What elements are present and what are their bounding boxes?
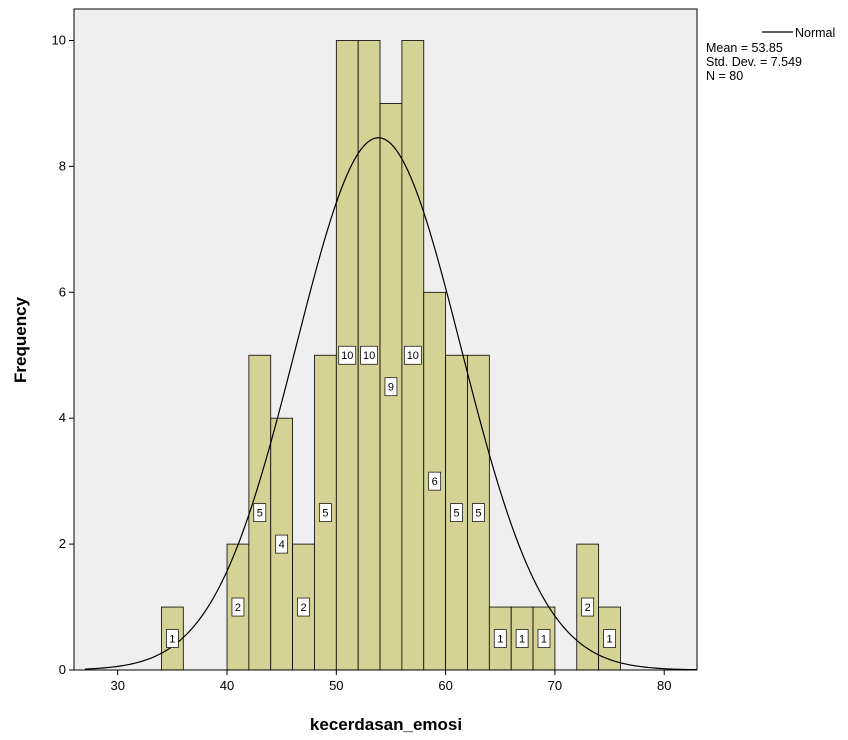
legend-series-name: Normal [795,26,835,40]
bar-count-box [450,503,463,522]
bar-count-box [515,629,529,648]
bar-count-label: 1 [603,629,616,648]
y-tick-label: 8 [59,158,66,173]
bar-count-label: 5 [450,503,463,522]
bar-count-label: 2 [297,597,310,617]
bar-count-box [360,345,378,365]
normal-curve [84,137,698,671]
bar-count-text: 2 [585,602,591,614]
bar-count-text: 5 [322,508,328,520]
bar-count-label: 1 [537,629,551,648]
bar-count-label: 5 [319,503,332,522]
bar-count-text: 10 [407,350,419,362]
legend-mean: Mean = 53.85 [706,41,783,55]
bar-count-text: 1 [541,634,547,646]
bar-count-text: 1 [169,634,175,646]
y-tick-label: 4 [59,410,66,425]
bar-count-label: 2 [231,597,245,617]
bar-count-text: 5 [257,508,263,520]
bar-count-box [166,629,179,648]
bar-count-text: 10 [341,350,353,362]
y-tick-label: 10 [52,32,66,47]
bar-count-text: 6 [432,476,438,488]
bar-count-box [297,597,310,617]
bar-count-text: 1 [497,634,503,646]
bar-count-box [581,597,595,617]
x-tick-label: 80 [657,678,671,693]
bar-count-label: 10 [403,345,422,365]
bar-count-label: 1 [166,629,179,648]
bar-count-box [384,377,398,397]
bar-count-text: 1 [606,634,612,646]
bar-count-text: 10 [363,350,375,362]
x-tick-label: 50 [329,678,343,693]
bar-count-text: 9 [388,382,394,394]
bar-count-label: 4 [275,534,289,554]
bar-count-box [537,629,551,648]
x-tick-label: 40 [220,678,234,693]
x-tick-label: 70 [548,678,562,693]
bar-count-box [603,629,616,648]
legend: Normal Mean = 53.85 Std. Dev. = 7.549 N … [706,26,835,83]
bar-count-label: 1 [515,629,529,648]
bar-count-text: 5 [475,508,481,520]
y-axis-ticks: 0 2 4 6 8 10 [52,32,74,677]
bar-count-box [472,503,485,522]
bar-count-text: 1 [519,634,525,646]
x-tick-label: 60 [438,678,452,693]
bar-count-box [253,503,267,522]
y-axis-title: Frequency [11,296,30,383]
x-axis-title: kecerdasan_emosi [310,715,462,734]
bar-count-label: 5 [253,503,267,522]
legend-n: N = 80 [706,69,743,83]
bar-count-label: 6 [428,471,442,491]
bar-count-box [428,471,442,491]
x-tick-label: 30 [110,678,124,693]
bar-count-label: 2 [581,597,595,617]
bar-labels: 1 2 5 4 2 5 10 10 9 10 6 5 5 1 1 1 2 1 [166,345,616,648]
bar-count-label: 10 [338,345,357,365]
bar-count-box [275,534,289,554]
y-tick-label: 0 [59,662,66,677]
bar-count-box [403,345,422,365]
y-tick-label: 6 [59,284,66,299]
x-axis-ticks: 30 40 50 60 70 80 [110,670,671,693]
bar-count-text: 2 [235,602,241,614]
bar-count-box [231,597,245,617]
bar-count-label: 1 [493,629,507,648]
legend-sd: Std. Dev. = 7.549 [706,55,802,69]
bar-count-text: 4 [279,539,285,551]
bar-count-label: 10 [360,345,378,365]
bar-count-box [338,345,357,365]
bar-count-box [319,503,332,522]
bar-count-text: 5 [453,508,459,520]
bar-count-label: 5 [472,503,485,522]
y-tick-label: 2 [59,536,66,551]
bar-count-label: 9 [384,377,398,397]
plot-frame [73,8,698,671]
bar-count-text: 2 [300,602,306,614]
bar-count-box [493,629,507,648]
